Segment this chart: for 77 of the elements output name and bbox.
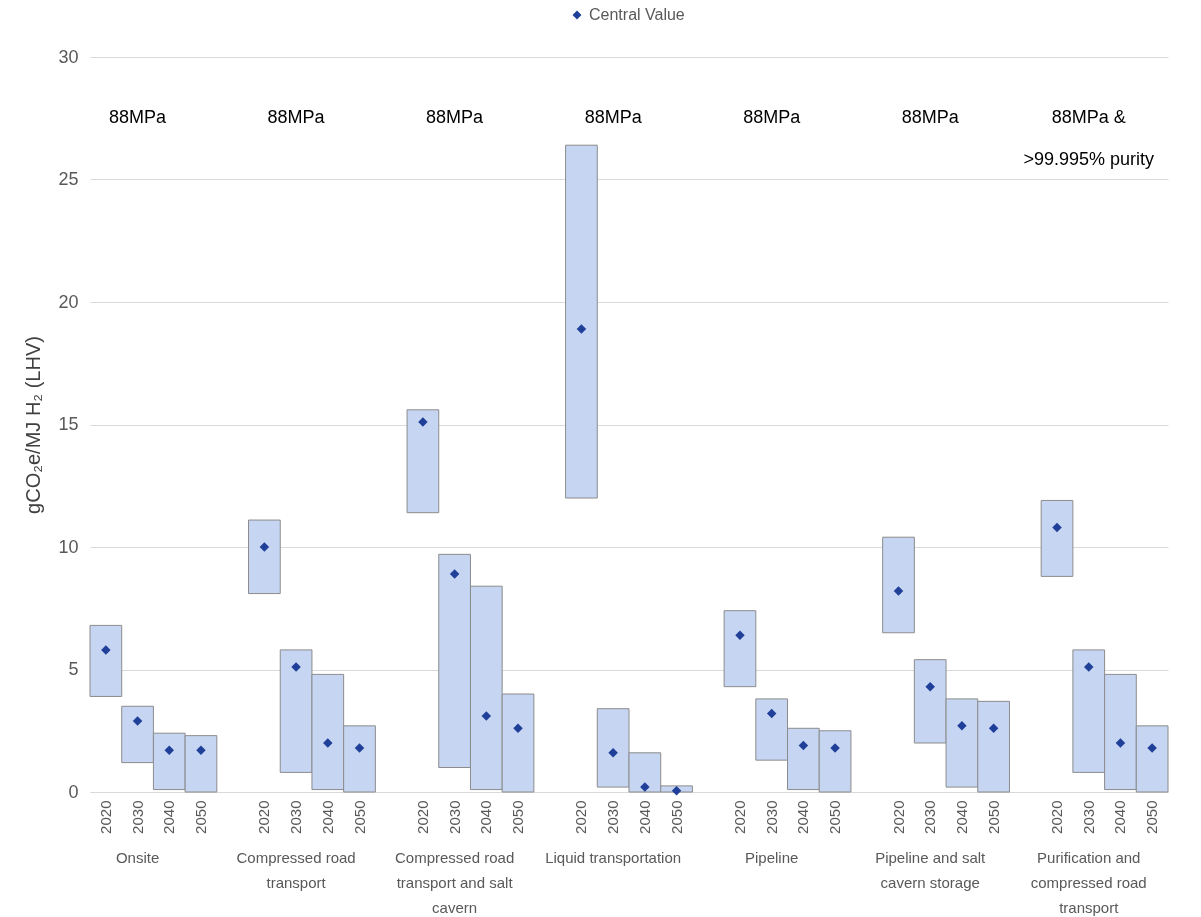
- point: [671, 786, 682, 796]
- x-tick-label: 2040: [635, 800, 653, 834]
- x-tick-label: 2020: [889, 800, 907, 834]
- x-tick-label: 2050: [984, 800, 1002, 834]
- text: 88MPa & >99.995% purity: [1023, 107, 1155, 169]
- y-tick-label: 25: [58, 169, 79, 189]
- point: [608, 748, 618, 758]
- x-tick-label: 2040: [318, 800, 336, 834]
- x-tick-label: 2030: [762, 800, 780, 834]
- annotation: 88MPa: [901, 107, 960, 127]
- y-tick-label: 30: [58, 46, 79, 67]
- x-tick-label: 2020: [413, 800, 431, 834]
- point: [1052, 522, 1062, 533]
- legend-label: Central Value: [589, 6, 685, 23]
- annotation: 88MPa: [426, 107, 485, 127]
- bar: [882, 536, 915, 634]
- x-tick-label: 2020: [255, 800, 273, 834]
- bar: [723, 610, 757, 688]
- text: Purification and compressed road transport: [1030, 849, 1147, 916]
- bar: [1040, 499, 1074, 577]
- x-tick-label: 2040: [794, 800, 812, 834]
- y-tick-label: 5: [68, 659, 79, 679]
- point: [988, 723, 999, 734]
- x-tick-label: 2030: [604, 800, 622, 834]
- x-tick-label: 2050: [509, 800, 527, 834]
- point: [893, 586, 904, 596]
- annotation: 88MPa: [109, 107, 168, 127]
- x-tick-label: 2050: [191, 800, 209, 834]
- text: Compressed road transport: [236, 849, 356, 891]
- x-tick-label: 2030: [445, 800, 463, 834]
- x-tick-label: 2050: [350, 800, 368, 834]
- x-tick-label: 2050: [667, 800, 685, 834]
- text: Onsite: [115, 849, 160, 866]
- x-tick-label: 2020: [572, 800, 590, 834]
- point: [513, 723, 523, 734]
- x-tick-label: 2040: [477, 800, 495, 834]
- point: [196, 745, 206, 756]
- text: Compressed road transport and salt cavern: [395, 849, 515, 916]
- x-tick-label: 2050: [826, 800, 844, 834]
- point: [259, 542, 270, 552]
- y-tick-label: 20: [58, 291, 79, 312]
- x-tick-label: 2030: [287, 800, 305, 834]
- x-tick-label: 2020: [730, 800, 748, 834]
- bar: [565, 144, 598, 499]
- point: [132, 716, 143, 726]
- x-tick-label: 2040: [952, 800, 970, 834]
- x-tick-label: 2020: [1048, 800, 1066, 834]
- x-tick-label: 2020: [96, 800, 114, 834]
- point: [449, 569, 460, 579]
- y-axis-title: gCO₂e/MJ H₂ (LHV): [22, 336, 45, 514]
- x-tick-label: 2050: [1143, 800, 1161, 834]
- bar: [89, 624, 123, 697]
- y-tick-label: 15: [58, 414, 79, 434]
- point: [1083, 662, 1094, 672]
- bar: [406, 409, 440, 514]
- x-tick-label: 2030: [1079, 800, 1097, 834]
- point: [164, 745, 175, 756]
- point: [766, 708, 777, 719]
- x-tick-label: 2040: [160, 800, 178, 834]
- point: [1115, 738, 1126, 748]
- point: [481, 711, 492, 721]
- point: [798, 740, 809, 751]
- annotation: 88MPa: [743, 107, 802, 127]
- text: Pipeline and salt cavern storage: [875, 849, 987, 891]
- x-tick-label: 2040: [1111, 800, 1129, 834]
- bar: [248, 519, 281, 595]
- y-tick-label: 0: [68, 781, 79, 802]
- x-tick-label: 2030: [128, 800, 146, 834]
- point: [354, 743, 365, 753]
- text: Pipeline: [744, 849, 799, 866]
- point: [925, 681, 935, 692]
- text: Liquid transportation: [545, 849, 682, 866]
- x-tick-label: 2030: [921, 800, 939, 834]
- annotation: 88MPa: [584, 107, 643, 127]
- point: [576, 324, 587, 334]
- y-tick-label: 10: [58, 536, 79, 557]
- annotation: 88MPa: [267, 107, 326, 127]
